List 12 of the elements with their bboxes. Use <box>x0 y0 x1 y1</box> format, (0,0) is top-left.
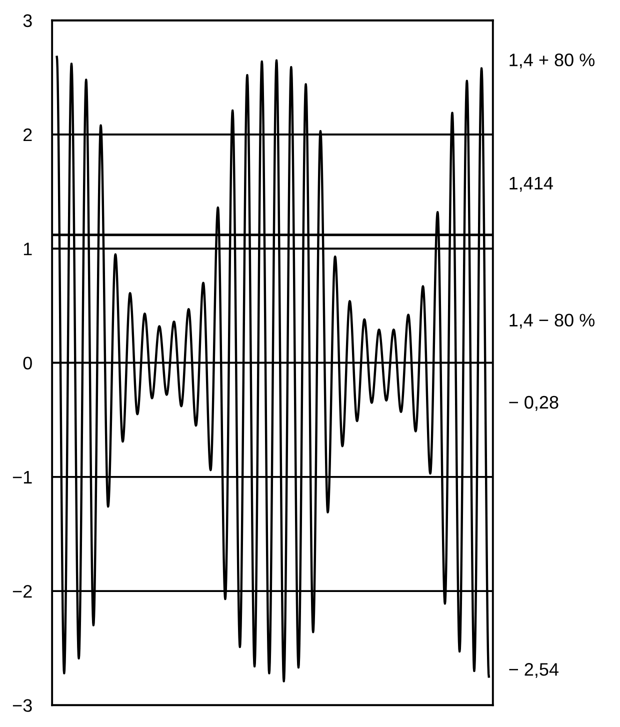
text: 1,4 + 80 % <box>510 54 595 68</box>
y-tick-label: 0 <box>23 356 32 370</box>
y-tick-label: 2 <box>24 128 32 142</box>
text: 1,4 − 80 % <box>510 314 595 329</box>
y-tick-label: −2 <box>12 584 32 598</box>
y-tick-label: 3 <box>23 14 32 28</box>
text: − 0,28 <box>509 396 558 411</box>
y-tick-label: −3 <box>12 699 32 712</box>
text: 1,414 <box>510 176 553 192</box>
text: − 2,54 <box>509 663 558 678</box>
y-tick-label: 1 <box>24 242 32 256</box>
y-tick-label: −1 <box>12 471 32 484</box>
